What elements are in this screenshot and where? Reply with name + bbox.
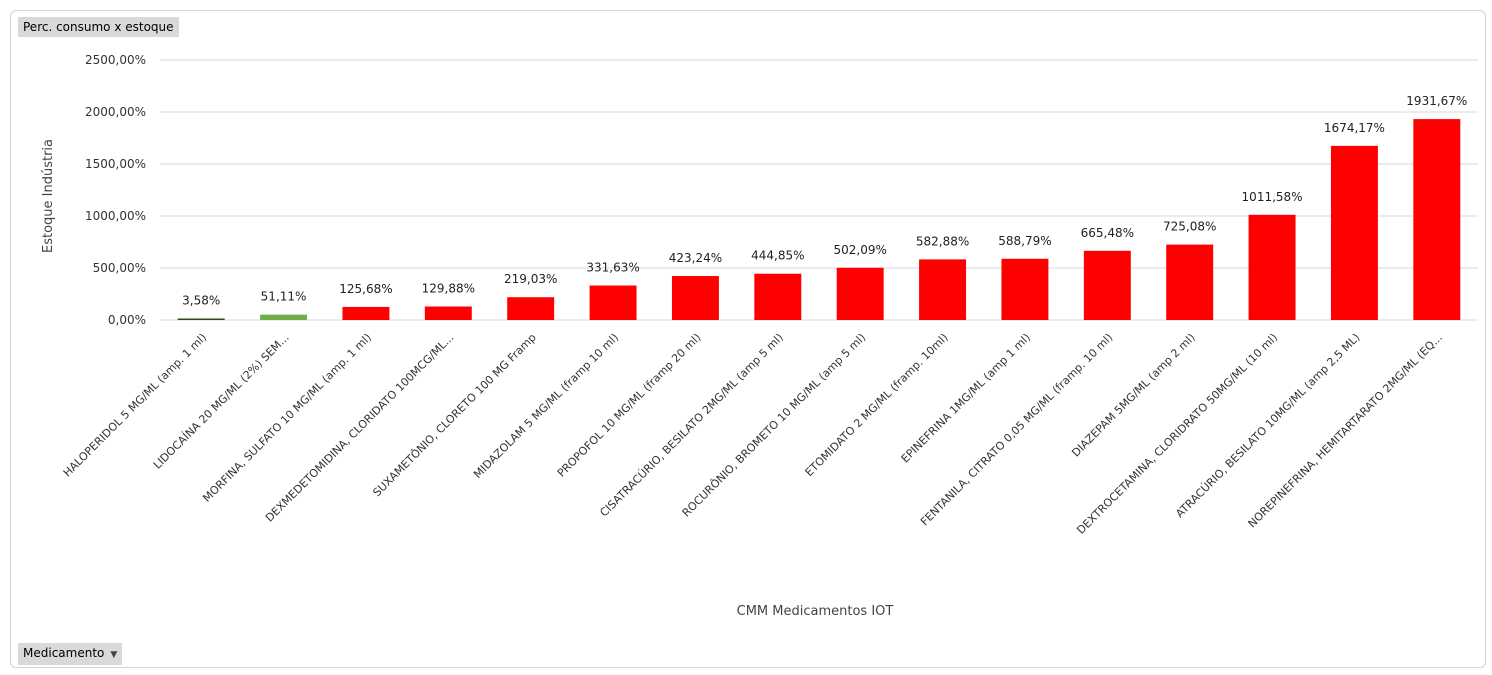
data-label: 125,68% xyxy=(339,282,392,296)
category-label: ROCURÔNIO, BROMETO 10 MG/ML (amp 5 ml) xyxy=(680,331,869,520)
category-label: HALOPERIDOL 5 MG/ML (amp. 1 ml) xyxy=(61,331,210,480)
axis-field-label: Medicamento xyxy=(23,646,105,660)
bar[interactable] xyxy=(1083,250,1131,320)
data-label: 129,88% xyxy=(422,281,475,295)
y-tick-label: 2500,00% xyxy=(85,53,146,67)
data-label: 423,24% xyxy=(669,251,722,265)
bar[interactable] xyxy=(919,259,967,320)
chart-frame xyxy=(10,10,1486,668)
bar[interactable] xyxy=(836,267,884,320)
y-tick-label: 2000,00% xyxy=(85,105,146,119)
data-label: 51,11% xyxy=(261,290,307,304)
category-label: CISATRACÚRIO, BESILATO 2MG/ML (amp 5 ml) xyxy=(597,331,785,519)
category-label: DEXMEDETOMIDINA, CLORIDATO 100MCG/ML... xyxy=(263,331,457,525)
category-label: FENTANILA, CITRATO 0,05 MG/ML (framp. 10… xyxy=(918,331,1115,528)
data-label: 725,08% xyxy=(1163,220,1216,234)
category-labels: HALOPERIDOL 5 MG/ML (amp. 1 ml)LIDOCAÍNA… xyxy=(61,331,1445,537)
bar[interactable] xyxy=(589,285,637,320)
y-tick-label: 500,00% xyxy=(93,261,146,275)
y-tick-label: 1500,00% xyxy=(85,157,146,171)
bar[interactable] xyxy=(754,273,802,320)
axis-field-dropdown[interactable]: Medicamento ▼ xyxy=(18,643,123,665)
category-label: ETOMIDATO 2 MG/ML (framp. 10ml) xyxy=(803,331,951,479)
value-field-button[interactable]: Perc. consumo x estoque xyxy=(18,17,179,37)
category-label: MORFINA, SULFATO 10 MG/ML (amp. 1 ml) xyxy=(200,331,374,505)
category-label: PROPOFOL 10 MG/ML (framp 20 ml) xyxy=(555,331,704,480)
data-label: 502,09% xyxy=(833,243,886,257)
data-label: 1674,17% xyxy=(1324,121,1385,135)
bar[interactable] xyxy=(1001,258,1049,320)
category-label: LIDOCAÍNA 20 MG/ML (2%) SEM... xyxy=(151,331,292,472)
value-field-label: Perc. consumo x estoque xyxy=(23,20,174,34)
dropdown-arrow-icon: ▼ xyxy=(110,650,118,660)
y-tick-label: 1000,00% xyxy=(85,209,146,223)
bar[interactable] xyxy=(1248,214,1296,320)
category-label: NOREPINEFRINA, HEMITARTARATO 2MG/ML (EQ.… xyxy=(1245,331,1444,530)
bar[interactable] xyxy=(177,318,225,321)
bar[interactable] xyxy=(1330,145,1378,320)
data-label: 665,48% xyxy=(1081,226,1134,240)
data-label: 444,85% xyxy=(751,249,804,263)
data-label: 1011,58% xyxy=(1242,190,1303,204)
data-label: 219,03% xyxy=(504,272,557,286)
bar[interactable] xyxy=(507,297,555,320)
y-axis-title: Estoque Indústria xyxy=(41,139,56,253)
data-label: 3,58% xyxy=(182,294,220,308)
category-label: MIDAZOLAM 5 MG/ML (framp 10 ml) xyxy=(471,331,621,481)
data-label: 331,63% xyxy=(586,261,639,275)
bars xyxy=(177,119,1461,321)
x-axis-title: CMM Medicamentos IOT xyxy=(737,604,894,619)
category-label: ATRACÚRIO, BESILATO 10MG/ML (amp 2,5 ML) xyxy=(1173,331,1362,520)
bar[interactable] xyxy=(1413,119,1461,320)
data-label: 588,79% xyxy=(998,234,1051,248)
bar[interactable] xyxy=(342,306,390,320)
y-tick-label: 0,00% xyxy=(108,313,146,327)
y-axis-ticks: 0,00% 500,00% 1000,00% 1500,00% 2000,00% 2500… xyxy=(85,53,146,327)
category-label: SUXAMETÔNIO, CLORETO 100 MG Framp xyxy=(370,331,538,499)
data-label: 1931,67% xyxy=(1406,94,1467,108)
data-labels: 3,58% 51,11% 125,68% 129,88% 219,03% 331,63% 4… xyxy=(182,94,1467,307)
data-label: 582,88% xyxy=(916,234,969,248)
bar[interactable] xyxy=(260,314,308,320)
bar[interactable] xyxy=(671,275,719,320)
bar[interactable] xyxy=(424,306,472,320)
bar[interactable] xyxy=(1166,244,1214,320)
category-label: EPINEFRINA 1MG/ML (amp 1 ml) xyxy=(899,331,1033,465)
